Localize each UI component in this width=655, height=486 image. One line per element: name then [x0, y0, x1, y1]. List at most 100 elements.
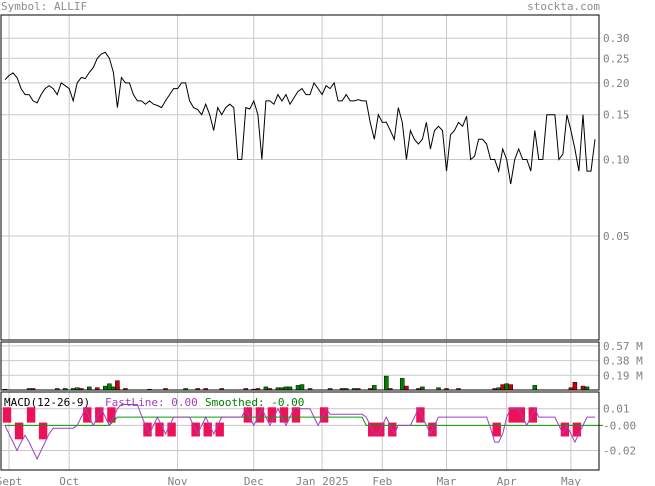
- macd-panel: 0.01 -0.00 -0.02 MACD(12-26-9) FastLine: 0.0…: [0, 391, 636, 471]
- macd-histogram-bar: [420, 407, 425, 423]
- macd-histogram-bar: [107, 407, 112, 423]
- macd-histogram-bar: [87, 407, 92, 423]
- macd-histogram-bar: [99, 407, 104, 423]
- macd-smoothed-line: [5, 416, 603, 426]
- volume-bar-down: [508, 384, 513, 391]
- volume-bar-up: [400, 378, 405, 391]
- macd-histogram-bar: [319, 407, 325, 423]
- macd-histogram-bar: [247, 407, 252, 423]
- macd-histogram-bar: [171, 422, 176, 437]
- macd-histogram-bar: [279, 407, 285, 423]
- macd-histogram-bar: [295, 407, 301, 423]
- macd-histogram-bar: [516, 407, 521, 423]
- symbol-label: Symbol: ALLIF: [1, 0, 88, 13]
- volume-bar-up: [103, 385, 108, 391]
- x-tick-label: Dec: [244, 475, 264, 486]
- macd-histogram-bar: [259, 407, 265, 423]
- price-tick-label: 0.10: [603, 154, 630, 167]
- macd-histogram-bar: [243, 407, 248, 423]
- volume-tick-label: 0.38 M: [603, 355, 643, 368]
- macd-histogram-bar: [203, 422, 208, 437]
- macd-histogram-bar: [195, 422, 200, 437]
- macd-histogram-bar: [38, 422, 44, 440]
- volume-bar-up: [299, 384, 305, 391]
- macd-histogram-bar: [219, 422, 224, 437]
- price-tick-label: 0.20: [603, 77, 630, 90]
- macd-histogram-bar: [143, 422, 148, 437]
- macd-histogram-bar: [508, 407, 513, 423]
- macd-histogram-bar: [564, 422, 570, 437]
- macd-histogram-bar: [191, 422, 196, 437]
- volume-bar-up: [372, 385, 377, 391]
- macd-histogram-bar: [372, 422, 377, 437]
- macd-tick-label: 0.01: [603, 403, 630, 416]
- macd-histogram-bar: [323, 407, 329, 423]
- x-tick-label: Feb: [372, 475, 392, 486]
- volume-tick-label: 0.19 M: [603, 369, 643, 382]
- macd-histogram-bar: [528, 407, 533, 423]
- volume-bar-up: [295, 385, 301, 391]
- macd-histogram-bar: [560, 422, 566, 437]
- macd-histogram-bar: [207, 422, 212, 437]
- macd-histogram-bar: [155, 422, 160, 437]
- panel-frame: [0, 391, 600, 471]
- macd-histogram-bar: [388, 422, 393, 437]
- macd-histogram-bar: [512, 407, 517, 423]
- macd-histogram-bar: [111, 407, 116, 423]
- macd-histogram-bar: [368, 422, 373, 437]
- macd-histogram-bar: [572, 422, 578, 437]
- price-tick-label: 0.05: [603, 230, 630, 243]
- macd-histogram-bar: [380, 422, 385, 437]
- macd-histogram-bar: [392, 422, 397, 437]
- x-tick-label: Sept: [0, 475, 22, 486]
- x-tick-label: Jan 2025: [296, 475, 349, 486]
- volume-bar-up: [504, 383, 509, 391]
- x-tick-label: Mar: [437, 475, 457, 486]
- macd-legend-smoothed: Smoothed: -0.00: [205, 396, 304, 409]
- x-tick-label: Oct: [59, 475, 79, 486]
- macd-histogram-bar: [42, 422, 48, 440]
- x-tick-label: Apr: [497, 475, 517, 486]
- x-tick-label: Nov: [168, 475, 188, 486]
- macd-histogram-bar: [2, 407, 8, 423]
- macd-histogram-bar: [291, 407, 297, 423]
- price-panel: 0.30 0.25 0.20 0.15 0.10 0.05: [0, 14, 630, 341]
- volume-bar-down: [580, 385, 586, 391]
- macd-histogram-bar: [30, 407, 36, 423]
- panel-frame: [0, 14, 600, 341]
- volume-bar-down: [404, 385, 409, 391]
- macd-histogram-bar: [416, 407, 421, 423]
- price-line: [4, 51, 596, 185]
- macd-histogram-bar: [576, 422, 582, 437]
- macd-histogram-bar: [6, 407, 12, 423]
- macd-histogram-bar: [520, 407, 525, 423]
- macd-histogram-bar: [18, 422, 24, 440]
- macd-histogram-bar: [376, 422, 381, 437]
- price-tick-label: 0.25: [603, 52, 630, 65]
- volume-bar-up: [107, 383, 112, 391]
- macd-histogram-bar: [428, 422, 433, 437]
- price-tick-label: 0.30: [603, 32, 630, 45]
- macd-histogram-bar: [432, 422, 437, 437]
- macd-tick-label: -0.00: [603, 419, 636, 432]
- macd-legend-fastline: FastLine: 0.00: [105, 396, 198, 409]
- price-tick-label: 0.15: [603, 109, 630, 122]
- macd-histogram-bar: [496, 422, 501, 437]
- volume-tick-label: 0.57 M: [603, 340, 643, 353]
- macd-histogram-bar: [267, 407, 273, 423]
- macd-histogram-bar: [492, 422, 497, 437]
- macd-histogram-bar: [159, 422, 164, 437]
- x-tick-label: May: [561, 475, 581, 486]
- panel-frame: [0, 341, 600, 391]
- site-label: stockta.com: [527, 0, 600, 13]
- macd-histogram-bar: [26, 407, 32, 423]
- macd-histogram-bar: [532, 407, 537, 423]
- macd-tick-label: -0.02: [603, 445, 636, 458]
- volume-panel: 0.57 M 0.38 M0.19 M: [0, 340, 643, 391]
- volume-bar-down: [115, 380, 120, 391]
- volume-bar-up: [384, 375, 389, 391]
- macd-histogram-bar: [271, 407, 277, 423]
- macd-histogram-bar: [283, 407, 289, 423]
- volume-bar-up: [532, 385, 538, 391]
